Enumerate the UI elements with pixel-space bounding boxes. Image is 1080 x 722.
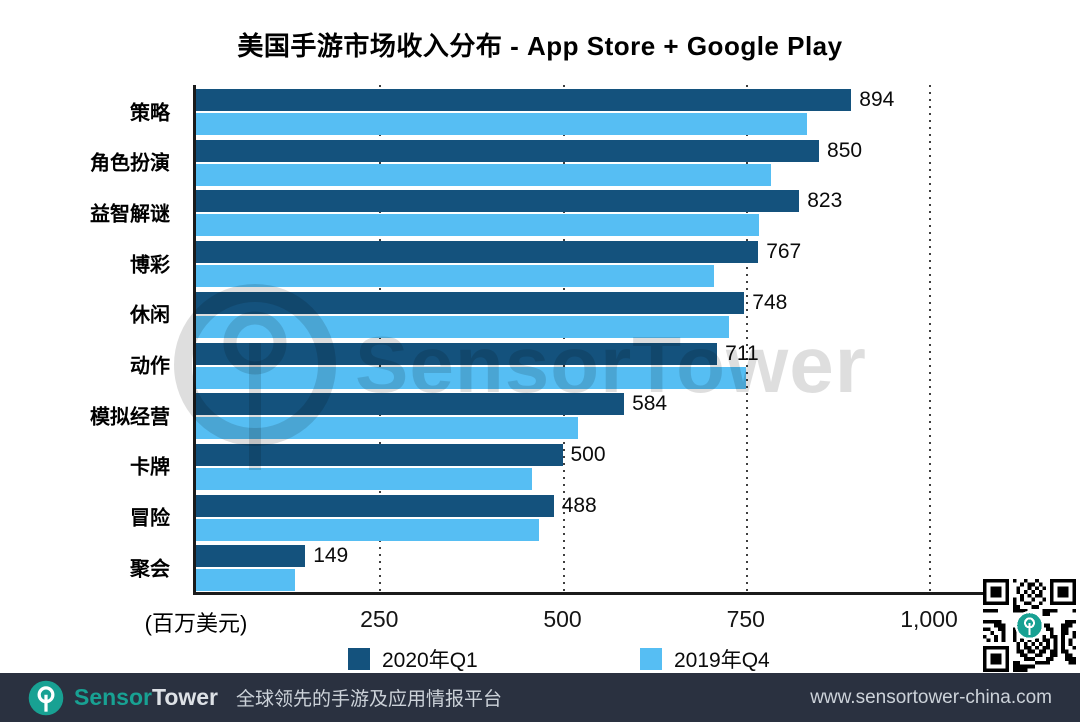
- bar-2020年Q1: 488: [196, 494, 597, 517]
- chart-title: 美国手游市场收入分布 - App Store + Google Play: [237, 31, 843, 61]
- bar-2020年Q1: 748: [196, 291, 787, 314]
- bar-2019年Q4: [196, 417, 578, 440]
- value-label: 823: [807, 189, 843, 213]
- bar-group: 策略 894: [130, 85, 929, 136]
- gridline-500: [562, 85, 565, 592]
- bar-2019年Q4: [196, 467, 533, 490]
- brand-sensor: Sensor: [74, 684, 152, 710]
- footer-url: www.sensortower-china.com: [810, 686, 1052, 708]
- x-tick-label: 500: [543, 606, 582, 632]
- footer-bar: SensorTower 全球领先的手游及应用情报平台 www.sensortow…: [0, 673, 1080, 722]
- bar-group: 休闲 748: [130, 288, 929, 339]
- category-label: 动作: [130, 355, 170, 378]
- bar-group: 模拟经营 584: [90, 389, 929, 440]
- bar-group: 聚会 149: [130, 541, 929, 592]
- x-axis-ticks: 250 500 750 1,000: [196, 606, 958, 634]
- brand-wordmark: SensorTower: [74, 684, 218, 711]
- category-label: 聚会: [130, 558, 170, 581]
- value-label: 850: [827, 138, 863, 162]
- category-label: 冒险: [130, 507, 170, 530]
- bar-group: 冒险 488: [130, 491, 929, 542]
- qr-code: [983, 579, 1076, 672]
- legend-swatch-2019q4: [640, 648, 662, 670]
- footer-tagline: 全球领先的手游及应用情报平台: [236, 689, 503, 710]
- legend-swatch-2020q1: [348, 648, 370, 670]
- legend-label-2020q1: 2020年Q1: [382, 649, 478, 672]
- bar-group: 卡牌 500: [130, 440, 929, 491]
- category-label: 卡牌: [130, 456, 170, 479]
- bar-2020年Q1: 711: [196, 342, 759, 365]
- bar-group: 动作 711: [130, 339, 929, 390]
- legend-item-2019q4: 2019年Q4: [640, 644, 770, 674]
- bar-group: 益智解谜 823: [90, 186, 929, 237]
- legend-item-2020q1: 2020年Q1: [348, 644, 478, 674]
- value-label: 488: [561, 493, 597, 517]
- value-label: 711: [725, 341, 759, 365]
- category-label: 模拟经营: [90, 406, 170, 429]
- gridline-1,000: [929, 85, 931, 592]
- value-label: 894: [859, 88, 895, 111]
- bar-group: 博彩 767: [130, 237, 929, 288]
- sensortower-logo-icon: [28, 680, 64, 715]
- bar-2019年Q4: [196, 366, 747, 389]
- bar-2019年Q4: [196, 265, 715, 288]
- brand-tower: Tower: [151, 684, 219, 710]
- value-label: 767: [766, 240, 802, 264]
- gridline-750: [745, 85, 748, 592]
- x-tick-label: 750: [726, 606, 765, 632]
- bar-2019年Q4: [196, 214, 759, 237]
- legend-label-2019q4: 2019年Q4: [674, 649, 770, 672]
- category-label: 博彩: [130, 254, 170, 277]
- bar-group: 角色扮演 850: [90, 136, 929, 187]
- value-label: 584: [632, 392, 668, 416]
- value-label: 748: [752, 290, 788, 314]
- gridline-250: [379, 85, 382, 592]
- bar-2020年Q1: 767: [196, 240, 801, 264]
- bar-2019年Q4: [196, 113, 808, 135]
- category-label: 休闲: [130, 304, 170, 327]
- x-axis-unit-label: (百万美元): [144, 611, 248, 636]
- y-axis-line: [193, 85, 196, 595]
- value-label: 149: [313, 544, 349, 568]
- x-tick-label: 1,000: [900, 606, 958, 632]
- bar-2020年Q1: 584: [196, 392, 667, 416]
- category-label: 策略: [130, 102, 170, 124]
- bar-2019年Q4: [196, 163, 771, 186]
- bar-2019年Q4: [196, 518, 540, 541]
- x-tick-label: 250: [360, 606, 399, 632]
- plot-area: 策略 894 角色扮演 850 益智解谜 823 博彩 767 休闲 748 动作 711 模拟经营 58…: [90, 85, 931, 592]
- bar-2020年Q1: 823: [196, 189, 842, 213]
- bar-2020年Q1: 500: [196, 443, 606, 466]
- bar-2020年Q1: 894: [196, 88, 894, 111]
- category-label: 益智解谜: [90, 203, 170, 226]
- value-label: 500: [570, 442, 606, 466]
- bar-2020年Q1: 149: [196, 544, 348, 568]
- bar-2019年Q4: [196, 569, 295, 592]
- x-axis-line: [193, 592, 987, 595]
- bar-2020年Q1: 850: [196, 139, 862, 162]
- category-label: 角色扮演: [90, 152, 170, 175]
- bar-2019年Q4: [196, 315, 729, 338]
